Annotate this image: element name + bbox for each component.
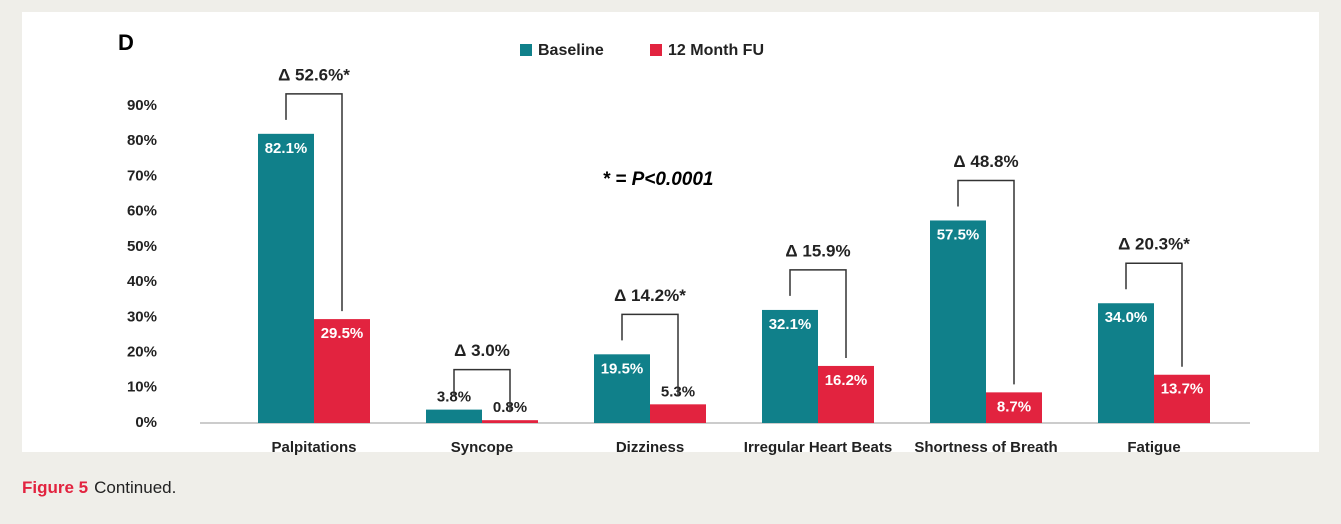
bar [986, 392, 1042, 423]
panel-label: D [118, 30, 134, 55]
delta-label: Δ 14.2%* [614, 286, 686, 305]
bar [930, 220, 986, 423]
bracket [1125, 262, 1183, 367]
note: * = P<0.0001 [603, 169, 714, 190]
value-label: 57.5% [937, 226, 980, 243]
legend-label: Baseline [538, 42, 604, 59]
bar [594, 354, 650, 423]
y-tick-label: 30% [127, 308, 157, 325]
delta-label: Δ 15.9% [785, 241, 850, 260]
bar [482, 420, 538, 423]
x-tick-label: Syncope [451, 439, 514, 456]
value-label: 32.1% [769, 316, 812, 333]
value-label: 82.1% [265, 140, 308, 157]
x-tick-label: Fatigue [1127, 439, 1180, 456]
legend-swatch [520, 44, 532, 56]
bracket [957, 179, 1015, 385]
value-label: 29.5% [321, 325, 364, 342]
value-label: 3.8% [437, 389, 471, 406]
y-tick-label: 90% [127, 97, 157, 114]
bar [314, 319, 370, 423]
bar [650, 404, 706, 423]
bracket [789, 269, 847, 358]
x-tick-label: Shortness of Breath [914, 439, 1057, 456]
caption: Figure 5 Continued. [22, 478, 176, 498]
y-tick-label: 20% [127, 344, 157, 361]
y-tick-label: 40% [127, 273, 157, 290]
y-tick-label: 70% [127, 167, 157, 184]
caption-text: Continued. [94, 478, 177, 497]
delta-label: Δ 52.6%* [278, 65, 350, 84]
value-label: 19.5% [601, 360, 644, 377]
legend-swatch [650, 44, 662, 56]
bracket [453, 368, 511, 413]
legend-label: 12 Month FU [668, 42, 764, 59]
delta-label: Δ 20.3%* [1118, 235, 1190, 254]
value-label: 13.7% [1161, 381, 1204, 398]
delta-label: Δ 48.8% [953, 152, 1018, 171]
value-label: 34.0% [1105, 309, 1148, 326]
bar [762, 309, 818, 423]
bar [1098, 303, 1154, 423]
bracket [285, 93, 343, 312]
x-tick-label: Dizziness [616, 439, 684, 456]
x-tick-label: Irregular Heart Beats [744, 439, 892, 456]
value-label: 16.2% [825, 372, 868, 389]
y-tick-label: 10% [127, 379, 157, 396]
bar [426, 409, 482, 423]
bracket [621, 313, 679, 397]
y-tick-label: 50% [127, 238, 157, 255]
x-tick-label: Palpitations [271, 439, 356, 456]
bar [818, 365, 874, 423]
y-tick-label: 60% [127, 203, 157, 220]
delta-label: Δ 3.0% [454, 341, 510, 360]
bar [1154, 374, 1210, 423]
y-tick-label: 0% [135, 414, 157, 431]
value-label: 8.7% [997, 398, 1031, 415]
bar [258, 133, 314, 423]
caption-label: Figure 5 [22, 478, 89, 497]
y-tick-label: 80% [127, 132, 157, 149]
